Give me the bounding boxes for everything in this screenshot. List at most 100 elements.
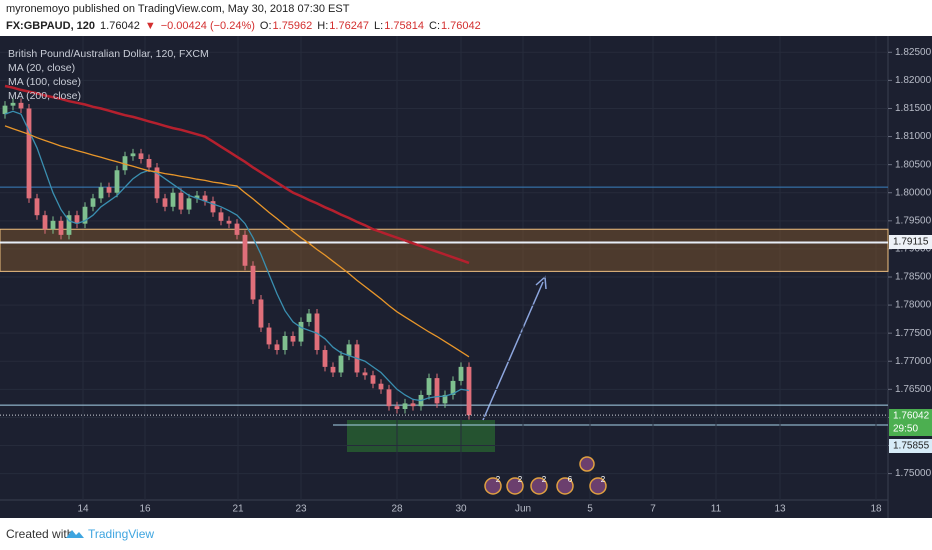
ma-line [4, 110, 470, 402]
event-count: 2 [542, 475, 547, 484]
candle-body [50, 220, 56, 230]
change-arrow: ▼ [145, 20, 156, 32]
logo [66, 530, 84, 538]
price-label: 29:50 [893, 424, 918, 435]
candle-body [66, 215, 72, 235]
price-label-bg [889, 235, 932, 249]
candle-body [330, 366, 336, 373]
candle-body [74, 215, 80, 224]
candle-body [98, 187, 104, 199]
candle-body [250, 265, 256, 300]
y-tick-label: 1.82500 [895, 47, 932, 58]
event-icon [579, 456, 595, 472]
candle-body [450, 380, 456, 395]
footer-bg [0, 518, 932, 550]
candle-body [282, 335, 288, 351]
last-price: 1.76042 [100, 20, 140, 32]
x-tick-label: 11 [711, 504, 722, 515]
candle-body [106, 187, 112, 193]
candle-body [170, 192, 176, 207]
y-tick-label: 1.81000 [895, 131, 932, 142]
candle-body [18, 102, 24, 109]
x-tick-label: 23 [295, 504, 307, 515]
x-tick-label: Jun [515, 504, 531, 515]
event-icon [556, 477, 574, 495]
candle-body [226, 220, 232, 224]
x-tick-label: 7 [650, 504, 656, 515]
x-tick-label: 5 [587, 504, 593, 515]
y-tick-label: 1.78000 [895, 300, 932, 311]
legend-entry: British Pound/Australian Dollar, 120, FX… [8, 48, 209, 60]
candle-body [114, 170, 120, 193]
legend-entry: MA (200, close) [8, 90, 81, 102]
candle-body [298, 321, 304, 342]
candle-body [338, 355, 344, 373]
candle-body [210, 201, 216, 213]
x-tick-label: 18 [870, 504, 882, 515]
low-label: L: [374, 20, 383, 32]
y-tick-label: 1.75000 [895, 468, 932, 479]
close-label: C: [429, 20, 440, 32]
candle-body [346, 344, 352, 356]
candle-body [2, 105, 8, 115]
candle-body [434, 378, 440, 404]
high-label: H: [317, 20, 328, 32]
ma-line [4, 84, 470, 265]
change: −0.00424 (−0.24%) [161, 20, 255, 32]
price-label: 1.79115 [893, 237, 929, 248]
candle-body [58, 220, 64, 235]
candle-body [146, 159, 152, 168]
candle-body [26, 108, 32, 199]
low: 1.75814 [384, 20, 424, 32]
candle-body [130, 153, 136, 157]
high: 1.76247 [329, 20, 369, 32]
candle-body [362, 372, 368, 376]
candle-body [378, 383, 384, 390]
y-tick-label: 1.80500 [895, 159, 932, 170]
y-tick-label: 1.79500 [895, 215, 932, 226]
price-label-bg [889, 439, 932, 453]
candle-body [42, 215, 48, 230]
x-tick-label: 28 [391, 504, 403, 515]
header-bg [0, 0, 932, 36]
candle-body [394, 406, 400, 409]
symbol: FX:GBPAUD, 120 [6, 20, 95, 32]
y-tick-label: 1.79000 [895, 244, 932, 255]
candle-body [314, 313, 320, 351]
open-label: O: [260, 20, 272, 32]
candle-body [386, 389, 392, 407]
event-count: 2 [518, 475, 523, 484]
x-tick-label: 14 [77, 504, 89, 515]
close: 1.76042 [441, 20, 481, 32]
x-tick-label: 13 [774, 504, 786, 515]
candle-body [258, 299, 264, 328]
y-tick-label: 1.80000 [895, 187, 932, 198]
candle-body [410, 403, 416, 407]
x-tick-label: 16 [139, 504, 151, 515]
candle-body [306, 313, 312, 322]
candle-body [10, 102, 16, 106]
candle-body [194, 195, 200, 199]
footer-brand: TradingView [88, 527, 154, 541]
candle-body [218, 212, 224, 221]
event-count: 6 [568, 475, 573, 484]
resistance-zone [0, 228, 889, 272]
x-tick-label: 30 [455, 504, 467, 515]
legend-entry: MA (100, close) [8, 76, 81, 88]
candle-body [122, 156, 128, 171]
open: 1.75962 [273, 20, 313, 32]
candle-body [242, 234, 248, 266]
symbol-line: FX:GBPAUD, 120 1.76042 ▼ −0.00424 (−0.24%) O… [6, 20, 481, 32]
candle-body [178, 192, 184, 210]
price-label: 1.75855 [893, 441, 930, 452]
footer-text: Created with [6, 527, 73, 541]
price-label: 1.76042 [893, 411, 930, 422]
candle-body [186, 198, 192, 210]
candle-body [370, 375, 376, 384]
ma-line [4, 125, 470, 358]
candle-body [138, 153, 144, 160]
candle-body [274, 344, 280, 351]
event-icon [506, 477, 524, 495]
